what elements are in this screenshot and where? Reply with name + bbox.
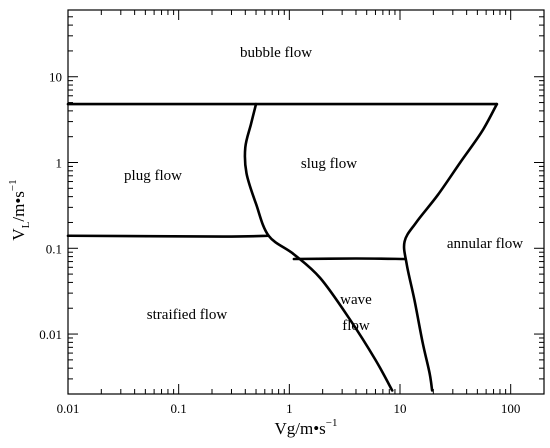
slug-annular-boundary xyxy=(402,102,499,392)
x-axis-label: Vg/m•s−1 xyxy=(274,417,337,438)
y-axis-label-rest: /m•s xyxy=(9,191,28,222)
region-label-wave-flow-line2: flow xyxy=(342,318,370,334)
plug-stratified-boundary xyxy=(66,234,270,238)
y-axis-label-main: V xyxy=(9,228,28,241)
x-tick-label: 1 xyxy=(286,401,293,416)
y-axis-label: VL/m•s−1 xyxy=(7,179,32,240)
y-tick-label: 1 xyxy=(56,156,63,171)
region-label-slug-flow: slug flow xyxy=(301,156,357,172)
y-tick-label: 10 xyxy=(49,70,62,85)
x-axis-label-main: Vg/m•s xyxy=(274,419,325,438)
x-axis-label-exponent: −1 xyxy=(326,417,338,429)
y-tick-label: 0.1 xyxy=(46,241,62,256)
x-axis-ticks: 0.01 0.1 1 10 100 xyxy=(57,10,521,416)
y-tick-label: 0.01 xyxy=(39,327,62,342)
plug-slug-boundary xyxy=(243,102,394,392)
x-tick-label: 10 xyxy=(394,401,407,416)
region-label-annular-flow: annular flow xyxy=(447,236,523,252)
region-label-wave-flow-line1: wave xyxy=(340,292,372,308)
y-axis-ticks: 0.01 0.1 1 10 xyxy=(39,16,544,380)
x-tick-label: 0.1 xyxy=(171,401,187,416)
x-tick-label: 100 xyxy=(501,401,521,416)
region-label-plug-flow: plug flow xyxy=(124,168,182,184)
region-label-stratified-flow: straified flow xyxy=(147,307,228,323)
y-axis-label-subscript: L xyxy=(20,221,32,228)
regime-boundaries xyxy=(66,102,499,392)
region-label-bubble-flow: bubble flow xyxy=(240,45,312,61)
plot-frame xyxy=(67,9,545,395)
x-tick-label: 0.01 xyxy=(57,401,80,416)
y-axis-label-exponent: −1 xyxy=(7,179,19,191)
